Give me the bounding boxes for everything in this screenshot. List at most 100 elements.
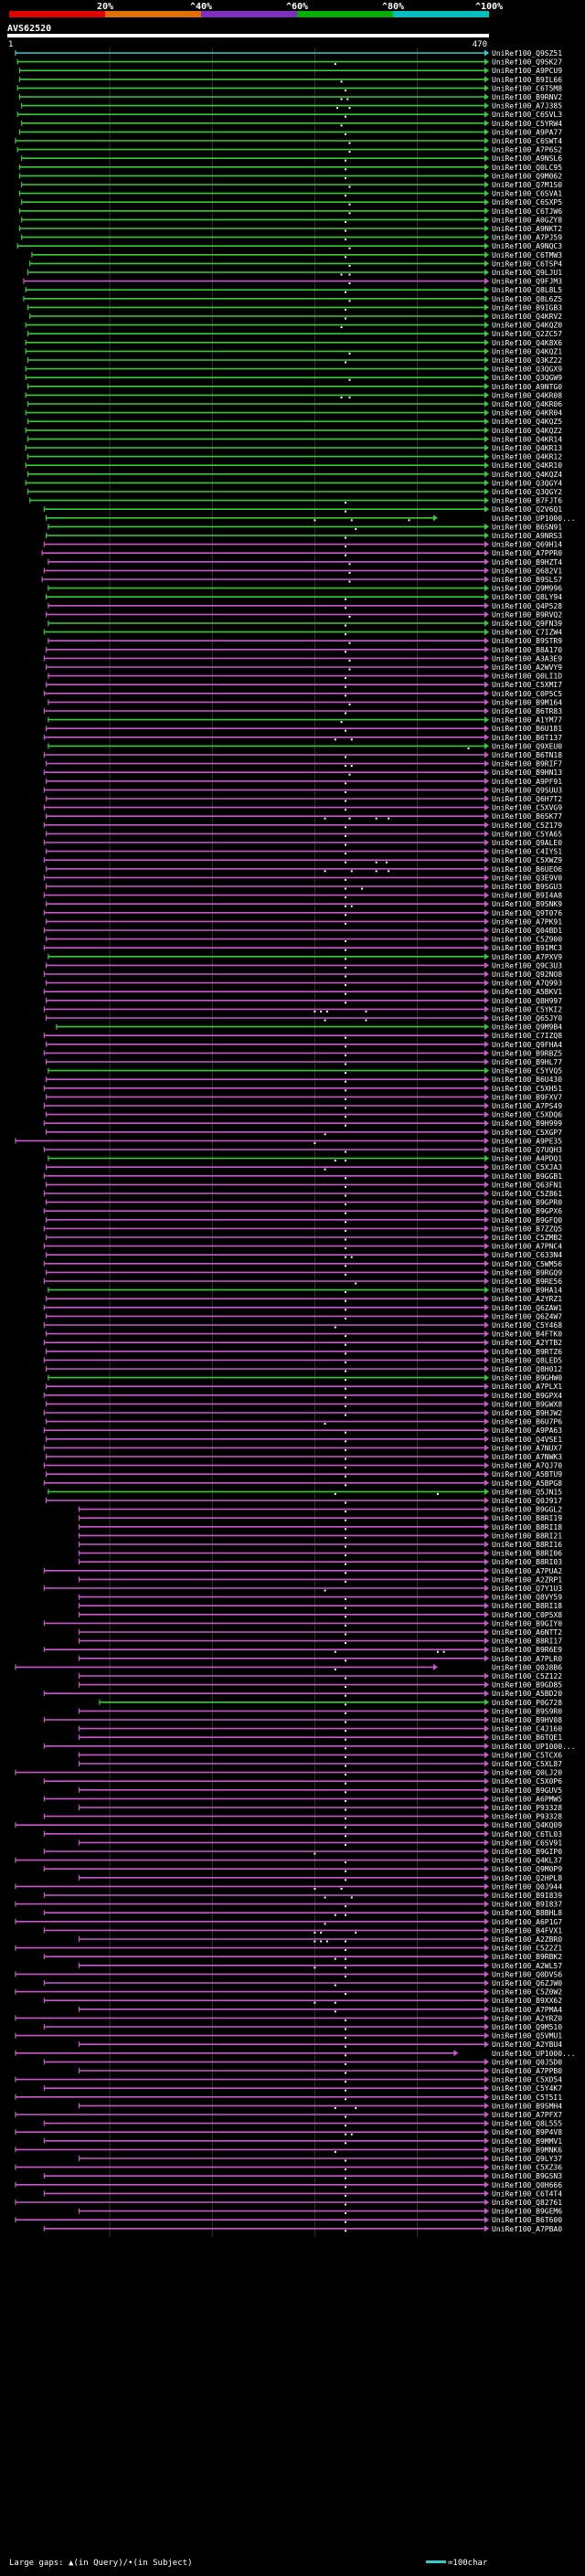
hit-row[interactable]: UniRef100_Q0LI1D bbox=[48, 673, 562, 681]
hit-row[interactable]: UniRef100_Q3QGX9 bbox=[25, 366, 562, 374]
hit-label[interactable]: UniRef100_B6TQE1 bbox=[492, 1733, 562, 1742]
hit-label[interactable]: UniRef100_Q7UQH3 bbox=[492, 1146, 562, 1154]
hit-label[interactable]: UniRef100_C5Z861 bbox=[492, 1190, 562, 1198]
hit-row[interactable]: UniRef100_B8RI18 bbox=[78, 1523, 562, 1532]
hit-row[interactable]: UniRef100_C7IZQ8 bbox=[43, 1032, 562, 1040]
hit-label[interactable]: UniRef100_UP1000... bbox=[492, 514, 576, 523]
hit-label[interactable]: UniRef100_B9IL66 bbox=[492, 76, 562, 84]
hit-label[interactable]: UniRef100_C4J160 bbox=[492, 1725, 562, 1733]
hit-label[interactable]: UniRef100_Q4KR13 bbox=[492, 444, 562, 452]
hit-label[interactable]: UniRef100_B8RI16 bbox=[492, 1541, 562, 1549]
hit-row[interactable]: UniRef100_A2YTB2 bbox=[43, 1339, 562, 1347]
hit-row[interactable]: UniRef100_Q9M510 bbox=[43, 2023, 562, 2031]
hit-row[interactable]: UniRef100_B9GIY0 bbox=[43, 1619, 562, 1627]
hit-label[interactable]: UniRef100_Q7M1S0 bbox=[492, 181, 562, 189]
hit-label[interactable]: UniRef100_Q7Y1U3 bbox=[492, 1585, 562, 1593]
hit-row[interactable]: UniRef100_Q92NO8 bbox=[43, 970, 562, 979]
hit-row[interactable]: UniRef100_A9NQC3 bbox=[16, 242, 562, 250]
hit-label[interactable]: UniRef100_B7ZZQ5 bbox=[492, 1224, 562, 1233]
hit-label[interactable]: UniRef100_C5YA65 bbox=[492, 830, 562, 838]
hit-row[interactable]: UniRef100_C5XGP7 bbox=[46, 1129, 563, 1137]
hit-label[interactable]: UniRef100_B9SGU3 bbox=[492, 883, 562, 891]
hit-label[interactable]: UniRef100_Q4KRV2 bbox=[492, 313, 562, 321]
hit-row[interactable]: UniRef100_B6TN18 bbox=[43, 751, 562, 759]
hit-label[interactable]: UniRef100_Q9FJM3 bbox=[492, 278, 562, 286]
hit-row[interactable]: UniRef100_B9GWX8 bbox=[46, 1400, 563, 1408]
hit-row[interactable]: UniRef100_A7PNC4 bbox=[43, 1243, 562, 1251]
hit-label[interactable]: UniRef100_Q682V1 bbox=[492, 567, 562, 575]
hit-row[interactable]: UniRef100_A7QJ70 bbox=[43, 1462, 562, 1470]
hit-row[interactable]: UniRef100_C4IYS1 bbox=[46, 848, 563, 856]
hit-label[interactable]: UniRef100_Q9ALE0 bbox=[492, 839, 562, 847]
hit-label[interactable]: UniRef100_B9GGL2 bbox=[492, 1506, 562, 1514]
hit-row[interactable]: UniRef100_Q8L6Z5 bbox=[23, 295, 562, 303]
hit-row[interactable]: UniRef100_Q3QGY2 bbox=[27, 488, 562, 496]
hit-label[interactable]: UniRef100_C4IYS1 bbox=[492, 848, 562, 856]
hit-row[interactable]: UniRef100_C5WM56 bbox=[43, 1260, 562, 1268]
hit-row[interactable]: UniRef100_C0P5X8 bbox=[78, 1611, 562, 1619]
hit-row[interactable]: UniRef100_C5X0P6 bbox=[43, 1777, 562, 1786]
hit-label[interactable]: UniRef100_B9HJW2 bbox=[492, 1409, 562, 1417]
hit-row[interactable]: UniRef100_Q9FN39 bbox=[48, 620, 562, 628]
hit-row[interactable]: UniRef100_B9P4V8 bbox=[15, 2128, 562, 2136]
hit-row[interactable]: UniRef100_Q9FJM3 bbox=[23, 278, 562, 286]
hit-row[interactable]: UniRef100_A2YRZ1 bbox=[46, 1295, 563, 1303]
hit-label[interactable]: UniRef100_A2ZBR0 bbox=[492, 1935, 562, 1944]
hit-label[interactable]: UniRef100_A2YRZ1 bbox=[492, 1295, 562, 1303]
hit-label[interactable]: UniRef100_Q9FN39 bbox=[492, 620, 562, 628]
hit-label[interactable]: UniRef100_B9GSN3 bbox=[492, 2172, 562, 2180]
hit-row[interactable]: UniRef100_C6TSP4 bbox=[29, 260, 563, 268]
hit-row[interactable]: UniRef100_B9M164 bbox=[48, 698, 562, 706]
hit-row[interactable]: UniRef100_B9HL77 bbox=[46, 1058, 563, 1066]
hit-row[interactable]: UniRef100_C6TL03 bbox=[43, 1830, 562, 1839]
hit-row[interactable]: UniRef100_B9RNV2 bbox=[18, 93, 562, 101]
hit-row[interactable]: UniRef100_C6SV91 bbox=[78, 1839, 562, 1847]
hit-label[interactable]: UniRef100_A3A3E9 bbox=[492, 654, 562, 663]
hit-row[interactable]: UniRef100_B9HJW2 bbox=[43, 1409, 562, 1417]
hit-label[interactable]: UniRef100_B6UEO6 bbox=[492, 865, 562, 874]
hit-label[interactable]: UniRef100_B9MNK6 bbox=[492, 2146, 562, 2154]
hit-label[interactable]: UniRef100_B9I4A8 bbox=[492, 892, 562, 900]
hit-row[interactable]: UniRef100_C5Z2Z1 bbox=[15, 1945, 562, 1953]
hit-label[interactable]: UniRef100_B6T137 bbox=[492, 734, 562, 742]
hit-row[interactable]: UniRef100_Q5JN15 bbox=[48, 1488, 562, 1496]
hit-row[interactable]: UniRef100_B9GD85 bbox=[78, 1681, 562, 1690]
hit-label[interactable]: UniRef100_Q8H012 bbox=[492, 1365, 562, 1373]
hit-label[interactable]: UniRef100_A5BTU9 bbox=[492, 1470, 562, 1479]
hit-row[interactable]: UniRef100_C5Z0W2 bbox=[15, 1988, 562, 1997]
hit-row[interactable]: UniRef100_A7PLR0 bbox=[78, 1655, 562, 1663]
hit-label[interactable]: UniRef100_B4FVX1 bbox=[492, 1926, 562, 1935]
hit-row[interactable]: UniRef100_C6SVL3 bbox=[16, 111, 562, 119]
hit-label[interactable]: UniRef100_C5YVQ5 bbox=[492, 1067, 562, 1076]
hit-row[interactable]: UniRef100_A1YM77 bbox=[48, 716, 562, 725]
hit-row[interactable]: UniRef100_Q5VMU1 bbox=[15, 2032, 562, 2041]
hit-row[interactable]: UniRef100_Q8L555 bbox=[43, 2120, 562, 2128]
hit-row[interactable]: UniRef100_Q4KR13 bbox=[25, 444, 562, 452]
hit-label[interactable]: UniRef100_B9GIP0 bbox=[492, 1848, 562, 1856]
hit-label[interactable]: UniRef100_Q9XEU0 bbox=[492, 742, 562, 750]
hit-row[interactable]: UniRef100_A3A3E9 bbox=[43, 654, 562, 663]
hit-label[interactable]: UniRef100_B8RI21 bbox=[492, 1532, 562, 1540]
hit-row[interactable]: UniRef100_C5XH51 bbox=[43, 1085, 562, 1093]
hit-row[interactable]: UniRef100_C5XMI7 bbox=[46, 681, 563, 689]
hit-label[interactable]: UniRef100_Q4KR06 bbox=[492, 400, 562, 408]
hit-label[interactable]: UniRef100_C6SVA1 bbox=[492, 190, 562, 198]
hit-row[interactable]: UniRef100_C0P5C5 bbox=[43, 690, 562, 698]
hit-label[interactable]: UniRef100_B9I839 bbox=[492, 1892, 562, 1900]
hit-row[interactable]: UniRef100_A7NUX7 bbox=[43, 1444, 562, 1452]
hit-label[interactable]: UniRef100_B6T600 bbox=[492, 2216, 562, 2224]
hit-row[interactable]: UniRef100_B9GPR0 bbox=[46, 1199, 563, 1207]
hit-label[interactable]: UniRef100_A2YRZ0 bbox=[492, 2014, 562, 2022]
hit-row[interactable]: UniRef100_C6T5M8 bbox=[16, 84, 562, 92]
hit-row[interactable]: UniRef100_B6T137 bbox=[43, 734, 562, 742]
hit-label[interactable]: UniRef100_C5XD54 bbox=[492, 2076, 562, 2084]
hit-row[interactable]: UniRef100_Q0LC95 bbox=[18, 164, 562, 172]
hit-row[interactable]: UniRef100_Q7UQH3 bbox=[43, 1146, 562, 1154]
hit-label[interactable]: UniRef100_C6SWT4 bbox=[492, 137, 562, 145]
hit-label[interactable]: UniRef100_B9RVQ2 bbox=[492, 610, 562, 619]
hit-row[interactable]: UniRef100_Q0J5D0 bbox=[43, 2058, 562, 2066]
hit-label[interactable]: UniRef100_Q0LC95 bbox=[492, 164, 562, 172]
hit-label[interactable]: UniRef100_Q2HPL8 bbox=[492, 1874, 562, 1882]
hit-label[interactable]: UniRef100_C5XJA3 bbox=[492, 1163, 562, 1171]
hit-label[interactable]: UniRef100_B6TR83 bbox=[492, 707, 562, 716]
